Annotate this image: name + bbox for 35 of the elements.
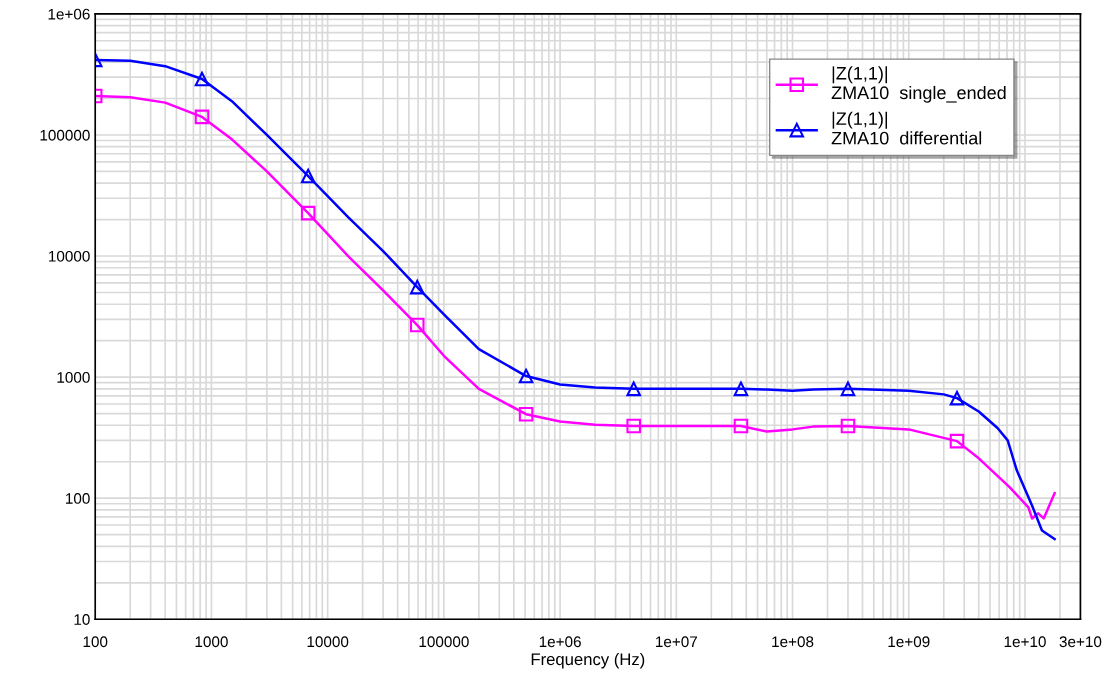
x-tick-label: 1e+06 bbox=[539, 636, 581, 648]
point bbox=[518, 368, 534, 384]
point bbox=[626, 418, 641, 434]
legend-label: |Z(1,1)| ZMA10 differential bbox=[831, 111, 982, 145]
point bbox=[733, 381, 749, 397]
y-tick-label: 100000 bbox=[40, 129, 90, 141]
point bbox=[840, 381, 856, 397]
x-tick-label: 100 bbox=[83, 636, 108, 648]
x-tick-label: 1000 bbox=[195, 636, 228, 648]
legend-label: |Z(1,1)| ZMA10 single_ended bbox=[831, 66, 1006, 103]
x-tick-label: 1e+09 bbox=[888, 636, 930, 648]
point bbox=[733, 418, 749, 434]
point bbox=[949, 433, 965, 449]
x-tick-label: 3e+10 bbox=[1059, 636, 1102, 648]
point bbox=[409, 317, 425, 333]
y-tick-label: 10000 bbox=[49, 250, 90, 262]
point bbox=[194, 71, 210, 87]
x-axis-title: Frequency (Hz) bbox=[531, 652, 645, 669]
y-tick-label: 1e+06 bbox=[48, 8, 90, 20]
x-tick-label: 1e+07 bbox=[656, 636, 697, 648]
point bbox=[518, 406, 534, 422]
x-tick-label: 10000 bbox=[307, 636, 349, 648]
x-tick-label: 1e+08 bbox=[772, 636, 814, 648]
point bbox=[300, 168, 316, 184]
x-tick-label: 100000 bbox=[419, 636, 469, 648]
y-tick-label: 1000 bbox=[57, 371, 90, 383]
y-tick-label: 10 bbox=[74, 614, 90, 625]
point bbox=[300, 205, 316, 221]
point bbox=[626, 381, 641, 397]
point bbox=[840, 418, 856, 434]
y-tick-label: 100 bbox=[66, 493, 90, 504]
point bbox=[409, 279, 425, 295]
x-tick-label: 1e+10 bbox=[1004, 636, 1046, 648]
point bbox=[194, 109, 210, 125]
point bbox=[949, 390, 965, 406]
